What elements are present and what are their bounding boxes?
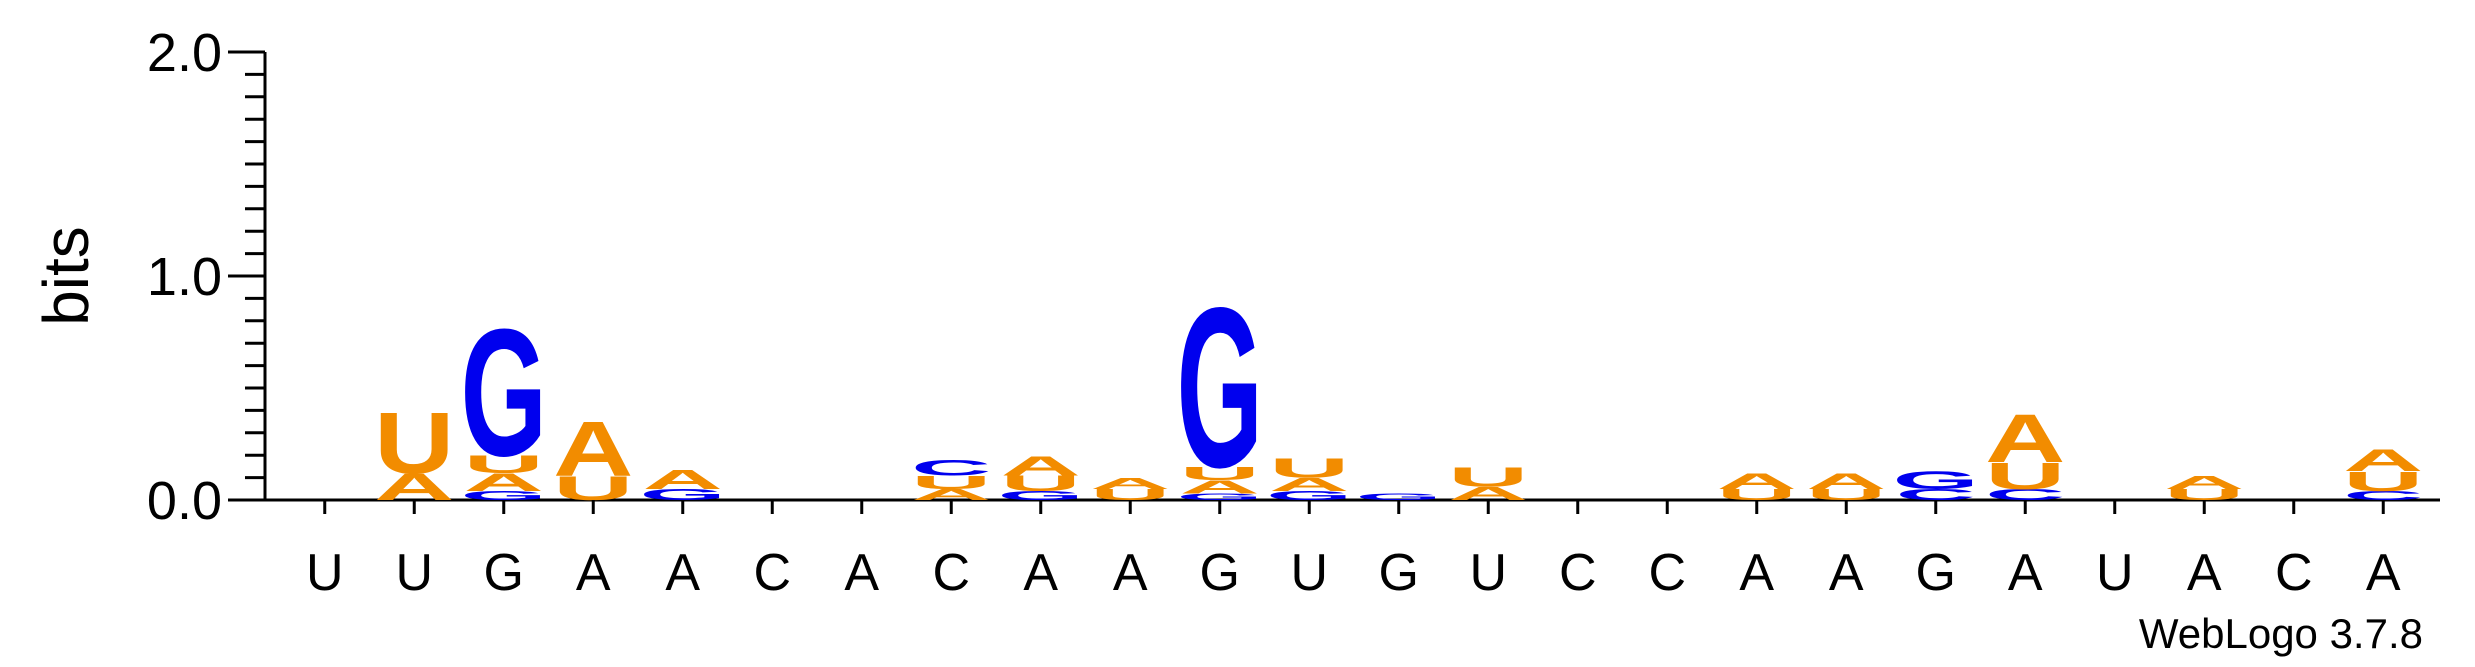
- logo-letter-a: A: [911, 486, 991, 504]
- position-label: A: [1023, 544, 1058, 602]
- position-label: A: [844, 544, 879, 602]
- position-label: G: [1200, 544, 1240, 602]
- logo-letter-a: A: [2164, 472, 2244, 493]
- logo-letter-u: U: [1001, 471, 1081, 495]
- weblogo-credit: WebLogo 3.7.8: [2139, 610, 2423, 657]
- position-label: U: [1290, 544, 1328, 602]
- logo-letter-u: U: [1448, 462, 1528, 493]
- logo-letter-a: A: [1090, 475, 1170, 493]
- logo-letter-u: U: [1090, 486, 1170, 504]
- logo-letter-g: G: [998, 489, 1084, 503]
- position-label: C: [932, 544, 970, 602]
- position-label: A: [576, 544, 611, 602]
- logo-letter-g: G: [1177, 492, 1263, 502]
- logo-letter-g: G: [640, 486, 726, 504]
- position-label: G: [1379, 544, 1419, 602]
- logo-letter-a: A: [2343, 443, 2423, 478]
- logo-letter-c: C: [2343, 489, 2423, 503]
- y-axis-label: bits: [30, 226, 102, 326]
- logo-letter-a: A: [553, 405, 633, 492]
- position-label: U: [2096, 544, 2134, 602]
- position-label: A: [2008, 544, 2043, 602]
- logo-letter-a: A: [464, 469, 544, 497]
- position-label: G: [1916, 544, 1956, 602]
- logo-letter-g: G: [461, 291, 547, 494]
- logo-letter-a: A: [1985, 399, 2065, 476]
- logo-letter-u: U: [1806, 486, 1886, 504]
- logo-letter-u: U: [464, 451, 544, 479]
- position-label: A: [1829, 544, 1864, 602]
- position-label: G: [484, 544, 524, 602]
- logo-letter-a: A: [1717, 469, 1797, 493]
- position-label: U: [306, 544, 344, 602]
- logo-letter-g: G: [1356, 492, 1442, 502]
- logo-letter-g: G: [1893, 466, 1979, 494]
- position-label: C: [1648, 544, 1686, 602]
- logo-letter-c: C: [1985, 486, 2065, 504]
- position-label: C: [753, 544, 791, 602]
- position-label: C: [1559, 544, 1597, 602]
- logo-letter-u: U: [1269, 453, 1349, 484]
- position-label: A: [1739, 544, 1774, 602]
- logo-letter-c: C: [1896, 486, 1976, 504]
- logo-letter-u: U: [911, 472, 991, 493]
- position-label: A: [1113, 544, 1148, 602]
- position-label: U: [1469, 544, 1507, 602]
- y-tick-label: 2.0: [147, 23, 222, 83]
- position-label: C: [2275, 544, 2313, 602]
- logo-letter-u: U: [2343, 466, 2423, 497]
- logo-letter-a: A: [1001, 450, 1081, 481]
- logo-letter-g: G: [1266, 489, 1352, 503]
- logo-letter-c: C: [911, 456, 991, 480]
- logo-letter-u: U: [1717, 486, 1797, 504]
- y-axis: bits: [30, 52, 2440, 502]
- y-tick-label: 1.0: [147, 247, 222, 307]
- logo-letter-a: A: [643, 464, 723, 495]
- logo-letter-u: U: [2164, 486, 2244, 504]
- position-label: A: [665, 544, 700, 602]
- logo-letter-u: U: [374, 394, 454, 492]
- logo-letter-g: G: [1177, 260, 1263, 516]
- y-ticks: 0.0 1.0 2.0: [147, 23, 265, 531]
- logo-letter-g: G: [461, 489, 547, 503]
- y-tick-label: 0.0: [147, 471, 222, 531]
- position-label: A: [2366, 544, 2401, 602]
- position-label: A: [2187, 544, 2222, 602]
- logo-letter-a: A: [1448, 483, 1528, 504]
- logo-letter-u: U: [1180, 463, 1260, 484]
- logo-letter-a: A: [1180, 476, 1260, 497]
- position-label: U: [395, 544, 433, 602]
- logo-letter-a: A: [1806, 469, 1886, 493]
- logo-letter-u: U: [1985, 455, 2065, 497]
- logo-letter-a: A: [1269, 474, 1349, 495]
